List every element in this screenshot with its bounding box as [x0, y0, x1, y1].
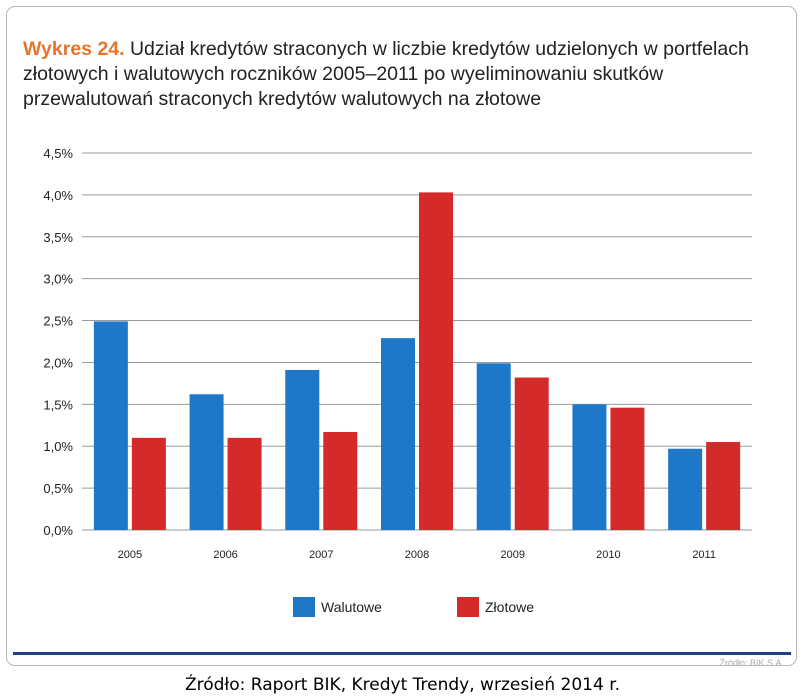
bar-zlotowe-2008	[419, 192, 453, 530]
bar-zlotowe-2007	[323, 431, 358, 530]
bottom-rule	[13, 652, 791, 655]
y-axis-labels: 0,0% 0,5% 1,0% 1,5% 2,0% 2,5% 3,0% 3,5% 4,0% 4,5%	[43, 146, 73, 538]
bar-walutowe-2008	[381, 338, 415, 530]
source-caption: Źródło: Raport BIK, Kredyt Trendy, wrzes…	[184, 675, 621, 695]
source-note: Źródło: BIK S.A.	[719, 658, 784, 666]
bar-walutowe-2007	[285, 369, 320, 530]
legend-swatch-walutowe	[293, 597, 315, 617]
chart-title-prefix: Wykres 24.	[23, 38, 125, 60]
legend: Walutowe Złotowe	[293, 597, 534, 617]
x-tick-label: 2010	[596, 549, 620, 561]
bars	[93, 192, 741, 530]
y-tick-label: 3,0%	[43, 272, 73, 287]
x-tick-label: 2007	[309, 549, 333, 561]
bar-zlotowe-2006	[227, 437, 262, 530]
legend-label-walutowe: Walutowe	[321, 599, 382, 615]
y-tick-label: 4,0%	[43, 188, 73, 203]
bar-walutowe-2010	[572, 404, 607, 530]
y-tick-label: 4,5%	[43, 146, 73, 161]
y-tick-label: 0,5%	[43, 481, 73, 496]
bar-zlotowe-2011	[706, 442, 741, 530]
bar-walutowe-2009	[476, 363, 511, 530]
y-tick-label: 2,5%	[43, 314, 73, 329]
y-tick-label: 1,0%	[43, 439, 73, 454]
chart-frame: Wykres 24. Udział kredytów straconych w …	[6, 6, 797, 666]
y-tick-label: 0,0%	[43, 523, 73, 538]
bar-zlotowe-2009	[514, 377, 549, 530]
bar-walutowe-2005	[93, 321, 128, 530]
gridlines	[82, 152, 752, 531]
chart-title-text: Udział kredytów straconych w liczbie kre…	[23, 38, 749, 110]
bar-zlotowe-2005	[131, 437, 166, 530]
chart-title: Wykres 24. Udział kredytów straconych w …	[23, 37, 793, 112]
x-axis-labels: 2005 2006 2007 2008 2009 2010 2011	[118, 549, 716, 561]
x-tick-label: 2005	[118, 549, 142, 561]
x-tick-label: 2006	[213, 549, 237, 561]
y-tick-label: 2,0%	[43, 355, 73, 370]
bar-walutowe-2011	[668, 448, 703, 530]
x-tick-label: 2008	[405, 549, 429, 561]
legend-swatch-zlotowe	[457, 597, 479, 617]
y-tick-label: 1,5%	[43, 397, 73, 412]
x-tick-label: 2009	[500, 549, 524, 561]
bar-zlotowe-2010	[610, 407, 645, 530]
bar-walutowe-2006	[189, 394, 224, 530]
x-tick-label: 2011	[692, 549, 716, 561]
bar-chart: 0,0% 0,5% 1,0% 1,5% 2,0% 2,5% 3,0% 3,5% 4,0% 4,5%…	[43, 146, 752, 617]
y-tick-label: 3,5%	[43, 230, 73, 245]
legend-label-zlotowe: Złotowe	[485, 599, 534, 615]
